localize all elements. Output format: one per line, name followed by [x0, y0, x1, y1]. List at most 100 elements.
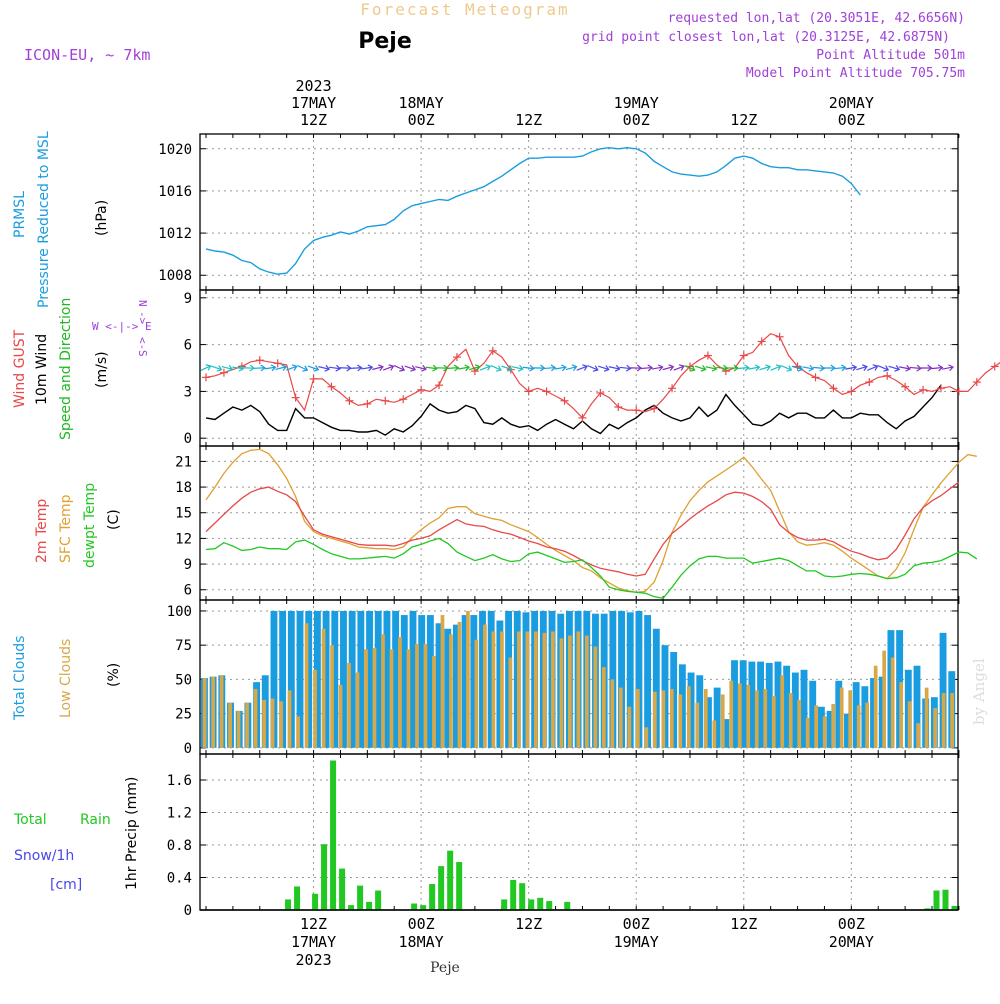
low-cloud-bar: [806, 718, 810, 748]
wind-direction-arrow: [565, 364, 577, 373]
low-cloud-bar: [678, 694, 682, 747]
wind-direction-arrow: [813, 364, 825, 371]
low-cloud-bar: [228, 703, 232, 748]
wind-direction-arrow: [329, 364, 341, 371]
low-cloud-bar: [874, 666, 878, 748]
wind-arrow-shaft: [620, 367, 630, 368]
low-cloud-bar: [339, 685, 343, 748]
wind-direction-arrow: [942, 364, 954, 372]
temperature-ytick-label: 6: [184, 583, 192, 599]
low-cloud-bar: [543, 633, 547, 748]
temp-2m-label: 2m Temp: [34, 499, 50, 563]
wind-direction-arrow: [576, 363, 588, 373]
wind-direction-arrow: [372, 364, 384, 373]
bottom-time-label: 18MAY: [399, 933, 444, 951]
pressure-unit: (hPa): [94, 200, 110, 236]
low-cloud-bar: [594, 647, 598, 748]
wind-direction-arrow: [694, 363, 706, 372]
rain-bar: [546, 901, 552, 910]
wind-direction-arrow: [221, 364, 233, 372]
low-cloud-bar: [627, 707, 631, 748]
wind-direction-arrow: [651, 364, 663, 372]
low-cloud-bar: [356, 673, 360, 748]
rain-bar: [357, 886, 363, 910]
low-cloud-bar: [653, 692, 657, 748]
wind-direction-arrow: [522, 364, 534, 371]
low-cloud-bar: [738, 684, 742, 748]
low-cloud-bar: [492, 631, 496, 747]
low-cloud-bar: [330, 645, 334, 748]
low-cloud-bar: [908, 701, 912, 748]
rain-bar: [339, 869, 345, 910]
prmsl-label: PRMSL: [12, 191, 28, 238]
precip-ytick-label: 1.2: [167, 806, 192, 822]
rain-bar: [447, 851, 453, 910]
low-cloud-bar: [560, 638, 564, 748]
pressure-line: [206, 148, 860, 275]
wind-arrow-shaft: [447, 368, 457, 369]
wind-speed-line: [206, 385, 941, 435]
wind-direction-arrow: [318, 364, 330, 372]
low-cloud-bar: [483, 625, 487, 748]
location-title: Peje: [358, 29, 412, 54]
precip-panel: 00.40.81.21.6: [167, 754, 959, 919]
top-time-label: 00Z: [408, 111, 435, 129]
wind-direction-arrow: [705, 364, 717, 372]
wind-arrow-shaft: [254, 368, 264, 369]
low-cloud-bar: [347, 663, 351, 748]
wind-direction-arrow: [511, 364, 523, 372]
wind-direction-arrow: [608, 364, 620, 372]
compass-s-arrow: <-: [136, 337, 149, 350]
low-cloud-bar: [755, 690, 759, 747]
rain-bar: [429, 884, 435, 910]
wind-direction-arrow: [350, 365, 361, 372]
wind-arrow-shaft: [910, 367, 920, 368]
rain-bar: [510, 880, 516, 910]
low-cloud-bar: [857, 705, 861, 747]
clouds-ytick-label: 100: [167, 604, 192, 620]
low-cloud-bar: [602, 667, 606, 748]
low-cloud-bar: [296, 716, 300, 747]
rain-bar: [942, 890, 948, 910]
wind-direction-arrow: [296, 363, 308, 373]
low-cloud-bar: [644, 727, 648, 748]
temp-unit: (C): [106, 509, 122, 530]
bottom-time-label: 20MAY: [829, 933, 874, 951]
low-cloud-bar: [916, 723, 920, 748]
wind-direction-arrow: [307, 363, 319, 372]
wind-direction-arrow: [587, 363, 599, 373]
low-cloud-bar: [942, 693, 946, 748]
wind-arrow-shaft: [641, 368, 651, 369]
wind-arrow-shaft: [899, 367, 909, 369]
rain-total-label: Total: [13, 812, 47, 828]
wind-direction-arrow: [845, 364, 857, 372]
low-cloud-bar: [848, 690, 852, 747]
wind-arrow-shaft: [845, 367, 855, 369]
bottom-time-label: 00Z: [623, 915, 650, 933]
low-cloud-bar: [475, 640, 479, 748]
top-time-label: 20MAY: [829, 94, 874, 112]
low-clouds-label: Low Clouds: [58, 639, 74, 718]
pressure-ytick-label: 1016: [158, 184, 192, 200]
compass-n-arrow: ->: [136, 311, 149, 325]
low-cloud-bar: [432, 656, 436, 748]
wind-direction-arrow: [597, 363, 609, 372]
low-cloud-bar: [789, 693, 793, 748]
low-cloud-bar: [610, 679, 614, 747]
bottom-time-label: 00Z: [408, 915, 435, 933]
wind-direction-arrow: [888, 363, 900, 372]
wind-gust-label: Wind GUST: [12, 329, 28, 408]
low-cloud-bar: [814, 705, 818, 747]
wind-direction-arrow: [931, 365, 943, 372]
temp-sfc-label: SFC Temp: [58, 494, 74, 563]
low-cloud-bar: [925, 688, 929, 748]
wind-direction-arrow: [340, 365, 351, 371]
low-cloud-bar: [823, 716, 827, 747]
precip-ytick-label: 1.6: [167, 773, 192, 789]
low-cloud-bar: [279, 701, 283, 748]
wind-arrow-shaft: [749, 367, 759, 369]
wind-arrow-shaft: [265, 367, 275, 368]
rain-bar: [438, 866, 444, 910]
low-cloud-bar: [415, 644, 419, 748]
